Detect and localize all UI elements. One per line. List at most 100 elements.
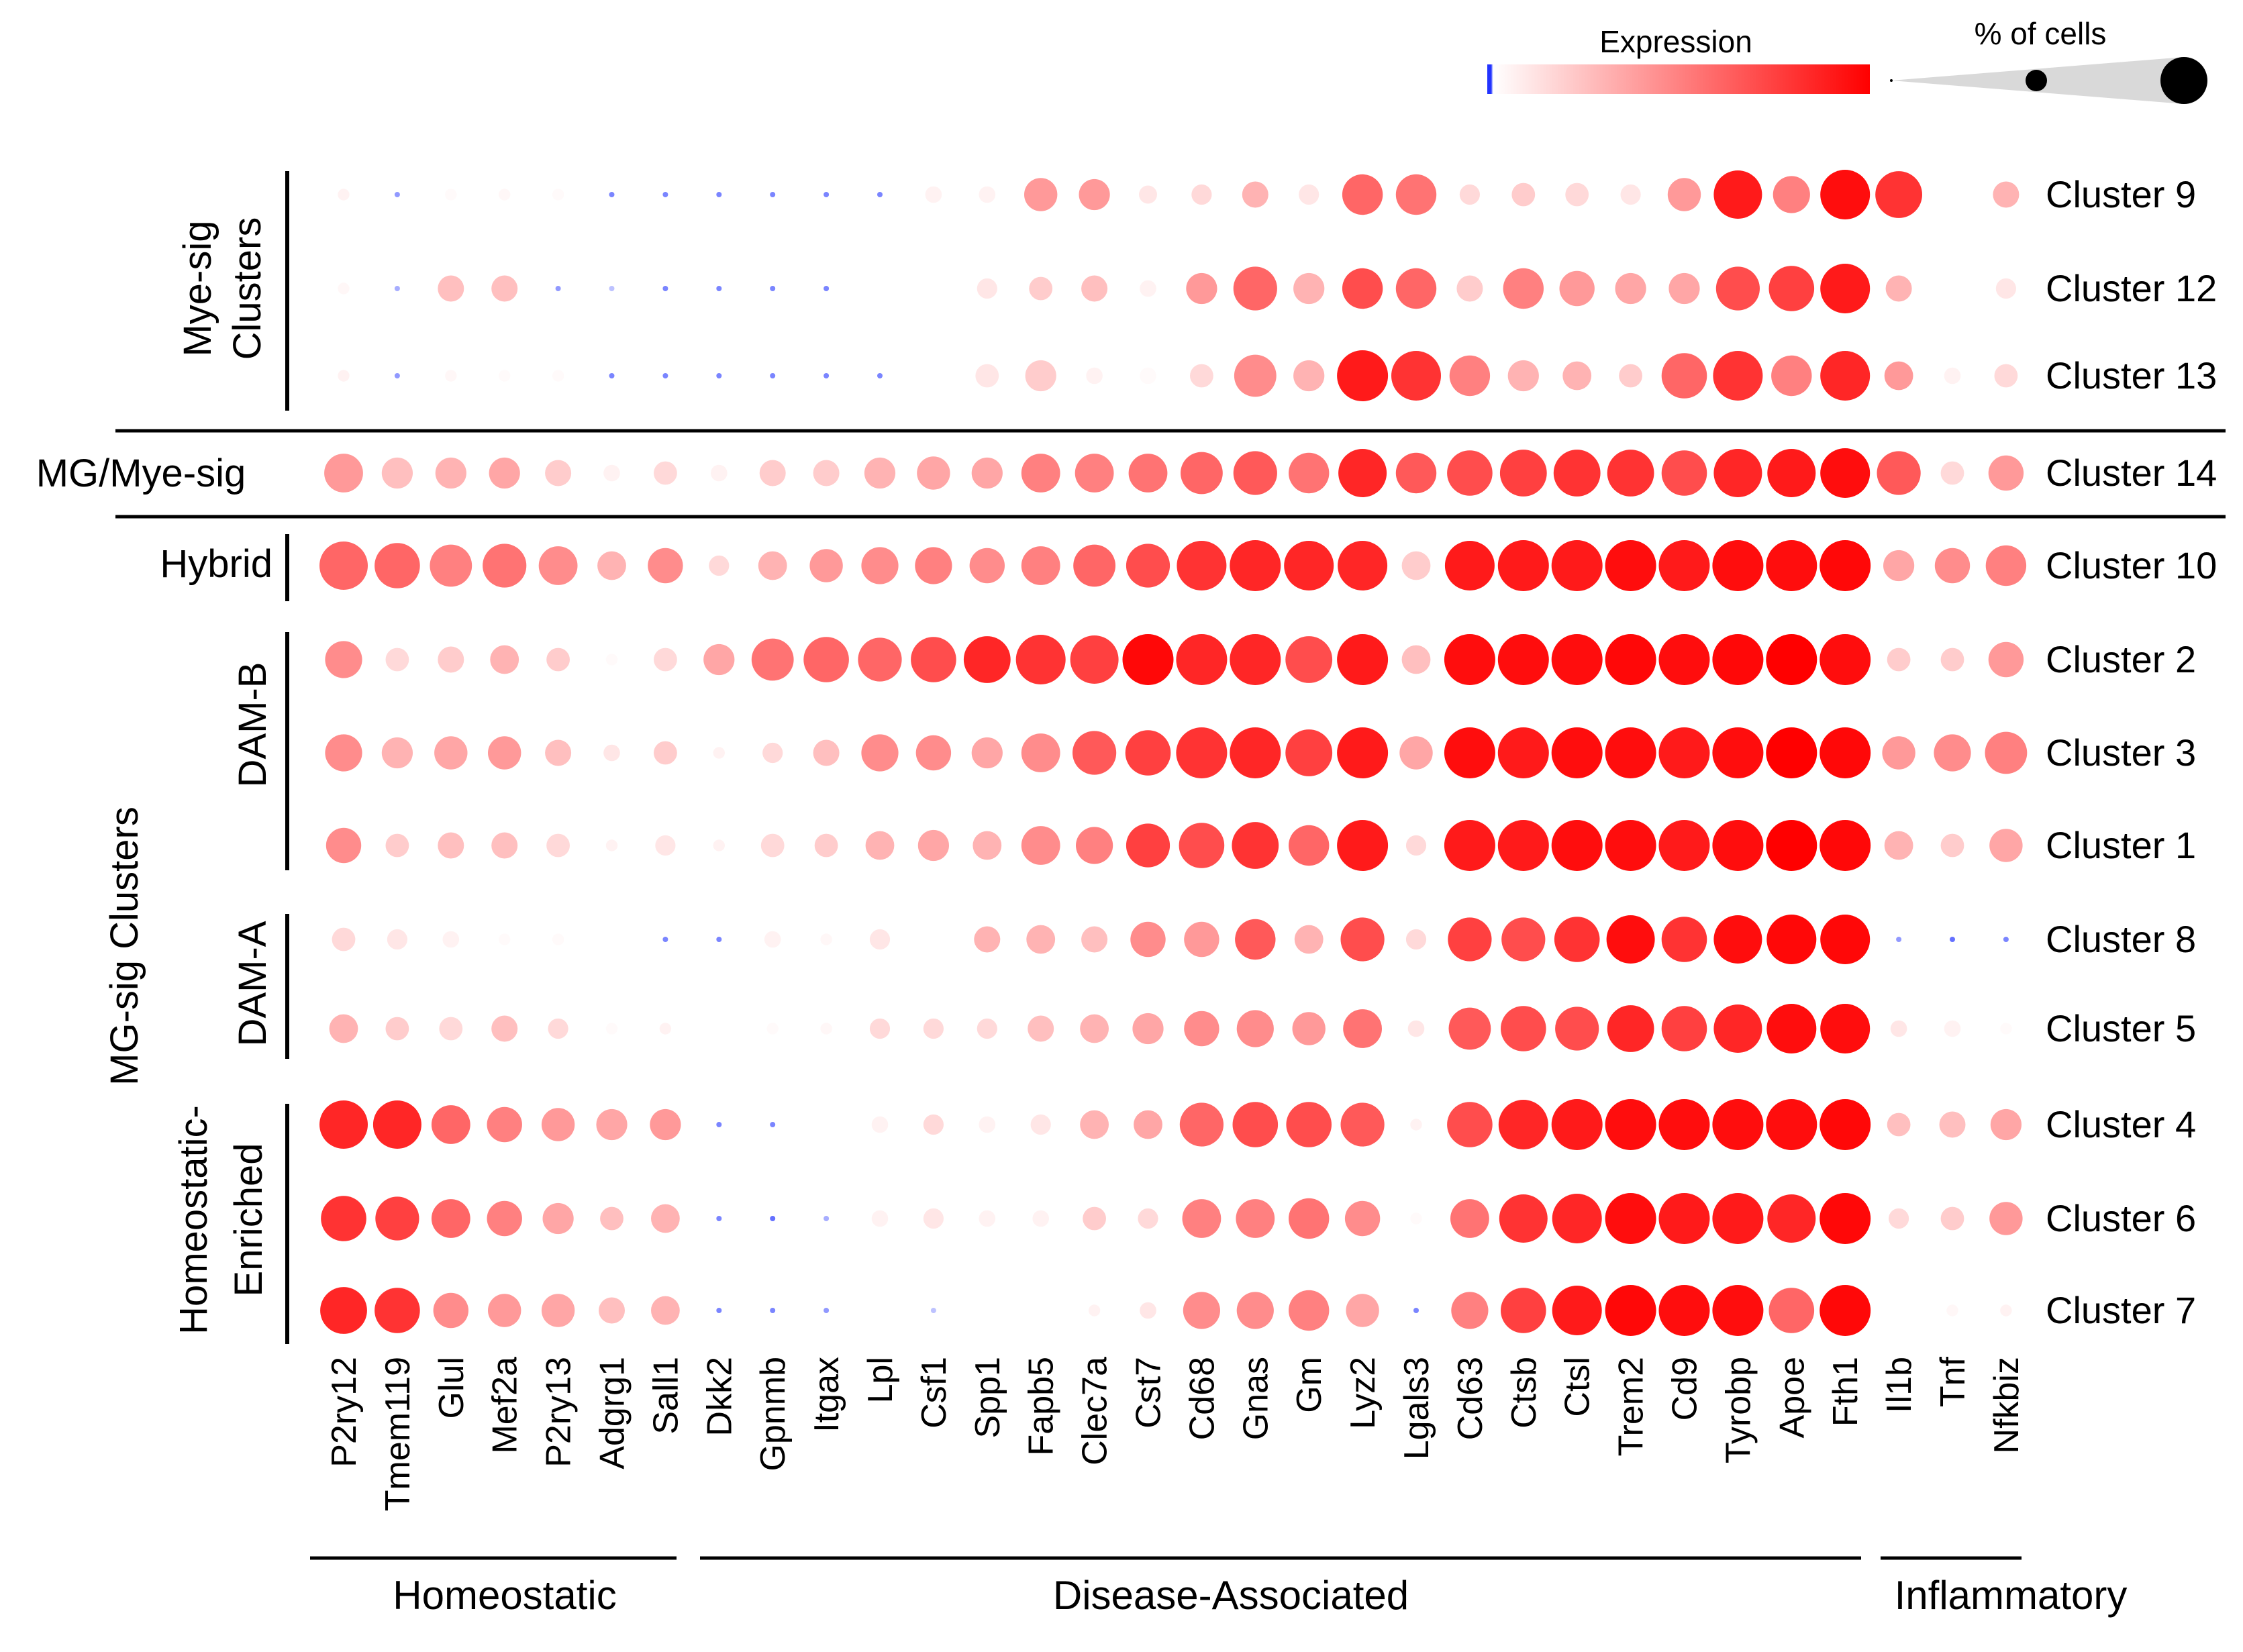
dot-cluster-12-dkk2 xyxy=(716,286,722,291)
group-label-mye-sig-line2: Clusters xyxy=(226,217,269,360)
dot-cluster-6-clec7a xyxy=(1083,1206,1106,1231)
dot-cluster-2-itgax xyxy=(803,637,849,682)
dot-cluster-4-p2ry13 xyxy=(541,1108,575,1141)
dot-cluster-13-tnf xyxy=(1944,367,1961,384)
dot-cluster-8-cd63 xyxy=(1448,917,1492,962)
dot-cluster-5-ctsl xyxy=(1555,1006,1599,1051)
dot-cluster-14-nfkbiz xyxy=(1988,455,2024,491)
dot-cluster-3-p2ry13 xyxy=(545,739,572,766)
dot-cluster-9-adgrg1 xyxy=(609,192,615,197)
dot-cluster-10-cd68 xyxy=(1177,541,1227,590)
dot-cluster-9-itgax xyxy=(824,192,830,197)
dot-cluster-1-p2ry13 xyxy=(546,833,570,858)
dot-cluster-3-fapb5 xyxy=(1021,733,1060,772)
dot-cluster-9-p2ry12 xyxy=(338,189,350,201)
dot-cluster-1-dkk2 xyxy=(713,839,726,851)
dot-cluster-6-apoe xyxy=(1767,1194,1816,1243)
dot-cluster-1-itgax xyxy=(814,833,838,858)
dot-cluster-8-fth1 xyxy=(1820,915,1871,964)
dot-cluster-13-lgals3 xyxy=(1391,351,1441,401)
gene-label: Fapb5 xyxy=(1022,1357,1061,1455)
dot-cluster-13-gpnmb xyxy=(770,373,776,378)
dot-cluster-5-il1b xyxy=(1890,1020,1907,1037)
dot-cluster-2-lgals3 xyxy=(1401,645,1431,674)
dot-cluster-8-trem2 xyxy=(1606,915,1655,964)
dot-cluster-12-mef2a xyxy=(491,275,518,302)
gene-label: Lpl xyxy=(861,1357,900,1403)
dot-cluster-14-fapb5 xyxy=(1021,454,1060,493)
dot-cluster-10-cd63 xyxy=(1444,541,1495,590)
dot-cluster-4-dkk2 xyxy=(716,1122,722,1127)
dot-cluster-10-tmem119 xyxy=(375,543,420,588)
gene-label: Gpnmb xyxy=(754,1357,793,1472)
dot-cluster-1-lgals3 xyxy=(1405,835,1427,856)
dot-cluster-13-cd63 xyxy=(1449,355,1491,397)
dot-cluster-2-cst7 xyxy=(1122,634,1174,685)
dot-cluster-3-csf1 xyxy=(915,735,952,771)
dot-cluster-10-ctsl xyxy=(1551,540,1603,591)
dot-cluster-5-glul xyxy=(439,1017,463,1041)
dot-cluster-1-cst7 xyxy=(1126,823,1170,868)
gene-label: Nfkbiz xyxy=(1987,1357,2026,1453)
dot-cluster-12-ctsl xyxy=(1559,270,1595,307)
dot-cluster-3-ctsb xyxy=(1497,727,1549,778)
dot-cluster-4-mef2a xyxy=(487,1106,522,1143)
dot-cluster-5-sall1 xyxy=(659,1023,672,1035)
dot-cluster-5-spp1 xyxy=(977,1018,997,1039)
dot-cluster-7-nfkbiz xyxy=(2000,1304,2012,1317)
gene-label: Itgax xyxy=(807,1357,846,1433)
dot-cluster-3-spp1 xyxy=(971,737,1003,769)
dot-cluster-12-spp1 xyxy=(977,278,997,299)
gene-label: Dkk2 xyxy=(700,1357,739,1436)
dot-cluster-7-apoe xyxy=(1768,1288,1815,1333)
dot-cluster-6-ctsb xyxy=(1499,1194,1548,1243)
dot-cluster-13-dkk2 xyxy=(716,373,722,378)
cluster-label: Cluster 4 xyxy=(2046,1103,2196,1145)
dot-cluster-2-p2ry12 xyxy=(325,641,362,678)
dot-cluster-4-itgax xyxy=(820,1119,832,1131)
dot-cluster-7-itgax xyxy=(824,1308,830,1313)
dot-cluster-5-ctsb xyxy=(1501,1006,1546,1051)
dot-cluster-14-adgrg1 xyxy=(603,464,620,482)
dot-cluster-3-cd63 xyxy=(1444,727,1495,778)
dot-cluster-2-tyrobp xyxy=(1712,634,1764,685)
dot-cluster-6-fapb5 xyxy=(1032,1210,1049,1227)
dot-cluster-10-fapb5 xyxy=(1021,546,1060,585)
dot-cluster-9-tmem119 xyxy=(394,192,400,197)
dot-cluster-5-tyrobp xyxy=(1713,1004,1762,1053)
dot-cluster-8-gnas xyxy=(1235,919,1276,960)
dot-cluster-5-csf1 xyxy=(923,1018,944,1039)
cluster-label: Cluster 10 xyxy=(2046,544,2217,586)
dot-cluster-8-lpl xyxy=(869,929,891,950)
cluster-label: Cluster 6 xyxy=(2046,1197,2196,1239)
dot-cluster-6-cd9 xyxy=(1658,1193,1710,1244)
dot-cluster-3-fth1 xyxy=(1820,727,1871,778)
gene-labels: P2ry12 Tmem119 Glul Mef2a P2ry13 Adgrg1 Sall1 D… xyxy=(325,1356,2026,1511)
dot-cluster-7-mef2a xyxy=(488,1294,521,1327)
dot-cluster-4-trem2 xyxy=(1605,1099,1656,1150)
dot-cluster-1-fapb5 xyxy=(1021,826,1060,865)
dot-cluster-13-spp1 xyxy=(975,364,999,388)
dot-cluster-4-lgals3 xyxy=(1410,1119,1422,1131)
dot-cluster-9-cd68 xyxy=(1191,184,1212,205)
dot-cluster-6-gpnmb xyxy=(770,1216,776,1221)
gene-label: Cd68 xyxy=(1183,1357,1222,1440)
dot-cluster-6-tnf xyxy=(1940,1206,1964,1231)
dot-cluster-13-apoe xyxy=(1771,355,1812,397)
dot-cluster-9-sall1 xyxy=(662,192,668,197)
dot-cluster-1-nfkbiz xyxy=(1989,829,2023,862)
dot-cluster-7-il1b xyxy=(1893,1304,1905,1317)
dot-cluster-3-tnf xyxy=(1934,734,1971,772)
dot-cluster-1-spp1 xyxy=(973,831,1002,860)
dot-cluster-12-p2ry12 xyxy=(338,282,350,295)
dot-cluster-14-tnf xyxy=(1940,461,1964,485)
dot-cluster-10-trem2 xyxy=(1605,540,1656,591)
dot-cluster-7-p2ry13 xyxy=(541,1294,575,1327)
dot-cluster-14-gpnmb xyxy=(759,460,786,486)
dot-cluster-3-cd68 xyxy=(1176,727,1228,778)
dot-cluster-6-il1b xyxy=(1889,1208,1909,1229)
dot-cluster-14-gm xyxy=(1289,452,1330,494)
dot-cluster-2-fapb5 xyxy=(1015,635,1066,684)
dot-cluster-2-apoe xyxy=(1766,634,1817,685)
dot-cluster-4-cd63 xyxy=(1447,1102,1493,1147)
